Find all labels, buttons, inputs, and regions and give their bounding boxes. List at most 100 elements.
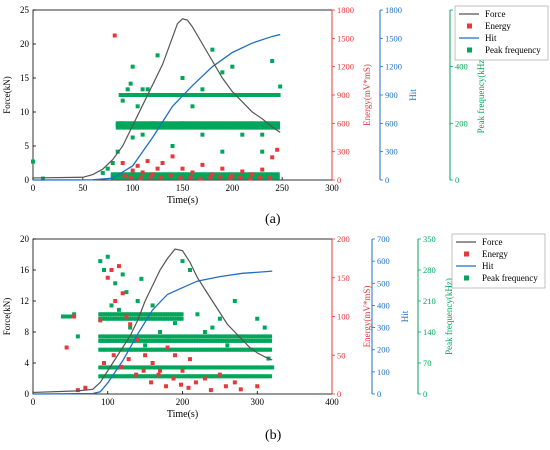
energy-point <box>119 364 124 369</box>
peak-frequency-point <box>229 374 234 379</box>
hit-tick-label: 900 <box>385 90 398 100</box>
peak-frequency-point <box>271 93 276 97</box>
peak-frequency-point <box>112 334 117 339</box>
peak-frequency-point <box>193 338 198 343</box>
peak-frequency-point <box>166 93 171 97</box>
peak-frequency-point <box>211 122 216 127</box>
peak-frequency-point <box>225 334 230 339</box>
peak-frequency-point <box>235 122 240 127</box>
peak-frequency-point <box>143 365 148 370</box>
peak-frequency-point <box>149 93 154 97</box>
peak-frequency-point <box>175 122 180 127</box>
peak-frequency-point <box>204 175 209 180</box>
peak-frequency-point <box>260 365 265 370</box>
peak-frequency-point <box>105 338 110 343</box>
peak-frequency-point <box>229 365 234 370</box>
energy-point <box>218 174 223 179</box>
peak-frequency-point <box>215 338 220 343</box>
peak-frequency-point <box>174 347 179 352</box>
peak-frequency-point <box>244 347 249 352</box>
peak-frequency-point <box>229 338 234 343</box>
peak-frequency-point <box>204 125 209 130</box>
peak-frequency-point <box>127 172 132 177</box>
peak-frequency-point <box>205 338 210 343</box>
peak-frequency-point <box>237 365 242 370</box>
peak-frequency-point <box>189 365 194 370</box>
peak-frequency-point <box>216 122 221 127</box>
peak-frequency-point <box>126 374 131 379</box>
peak-frequency-point <box>232 299 237 303</box>
peak-frequency-point <box>115 316 120 321</box>
peak-frequency-point <box>124 334 129 339</box>
peak-frequency-point <box>115 374 120 379</box>
energy-point <box>228 176 233 181</box>
x-tick-label: 200 <box>176 397 190 407</box>
energy-point <box>130 168 135 173</box>
peak-frequency-point <box>268 347 273 352</box>
peak-frequency-point <box>122 316 127 321</box>
peak-frequency-point <box>158 172 163 177</box>
peak-frequency-point <box>138 347 143 352</box>
peak-frequency-point <box>117 175 122 180</box>
peak-frequency-point <box>68 314 73 319</box>
peak-frequency-point <box>172 338 177 343</box>
peak-frequency-point <box>129 365 134 370</box>
peak-frequency-point <box>118 93 123 97</box>
peak-frequency-point <box>256 365 261 370</box>
peak-frequency-point <box>244 125 249 130</box>
hit-tick-label: 1200 <box>385 62 402 72</box>
peak-frequency-tick-label: 0 <box>455 175 459 185</box>
peak-frequency-point <box>117 312 122 317</box>
peak-frequency-point <box>220 172 225 177</box>
peak-frequency-point <box>128 93 133 97</box>
peak-frequency-point <box>165 175 170 180</box>
peak-frequency-point <box>196 347 201 352</box>
peak-frequency-point <box>234 374 239 379</box>
peak-frequency-point <box>184 175 189 180</box>
peak-frequency-point <box>228 93 233 97</box>
energy-tick-label: 150 <box>337 273 350 283</box>
peak-frequency-point <box>257 93 262 97</box>
peak-frequency-point <box>174 334 179 339</box>
peak-frequency-point <box>110 172 115 177</box>
peak-frequency-point <box>227 374 232 379</box>
peak-frequency-point <box>117 338 122 343</box>
force-tick-label: 4 <box>25 358 30 368</box>
peak-frequency-point <box>191 334 196 339</box>
peak-frequency-point <box>187 125 192 130</box>
peak-frequency-point <box>227 347 232 352</box>
peak-frequency-point <box>192 122 197 127</box>
peak-frequency-point <box>215 175 220 180</box>
peak-frequency-point <box>132 122 137 127</box>
peak-frequency-point <box>179 338 184 343</box>
peak-frequency-point <box>150 316 155 321</box>
peak-frequency-point <box>203 338 208 343</box>
peak-frequency-point <box>153 172 158 177</box>
peak-frequency-tick-label: 140 <box>423 327 436 337</box>
peak-frequency-point <box>198 338 203 343</box>
peak-frequency-point <box>194 172 199 177</box>
energy-tick-label: 900 <box>337 90 350 100</box>
energy-point <box>255 384 260 389</box>
force-tick-label: 12 <box>20 296 29 306</box>
peak-frequency-point <box>220 70 225 75</box>
peak-frequency-point <box>141 312 146 317</box>
peak-frequency-point <box>148 338 153 343</box>
force-line <box>32 18 281 179</box>
energy-point <box>126 357 131 362</box>
peak-frequency-point <box>235 172 240 177</box>
peak-frequency-point <box>124 365 129 370</box>
peak-frequency-point <box>128 81 133 86</box>
peak-frequency-point <box>162 374 167 379</box>
peak-frequency-point <box>191 374 196 379</box>
peak-frequency-point <box>203 347 208 352</box>
peak-frequency-point <box>148 316 153 321</box>
peak-frequency-point <box>176 93 181 97</box>
hit-axis-label: Hit <box>408 89 418 101</box>
peak-frequency-point <box>210 325 215 330</box>
peak-frequency-point <box>240 125 245 130</box>
peak-frequency-point <box>122 122 127 127</box>
force-tick-label: 8 <box>25 327 30 337</box>
peak-frequency-point <box>100 170 105 175</box>
peak-frequency-point <box>201 125 206 130</box>
